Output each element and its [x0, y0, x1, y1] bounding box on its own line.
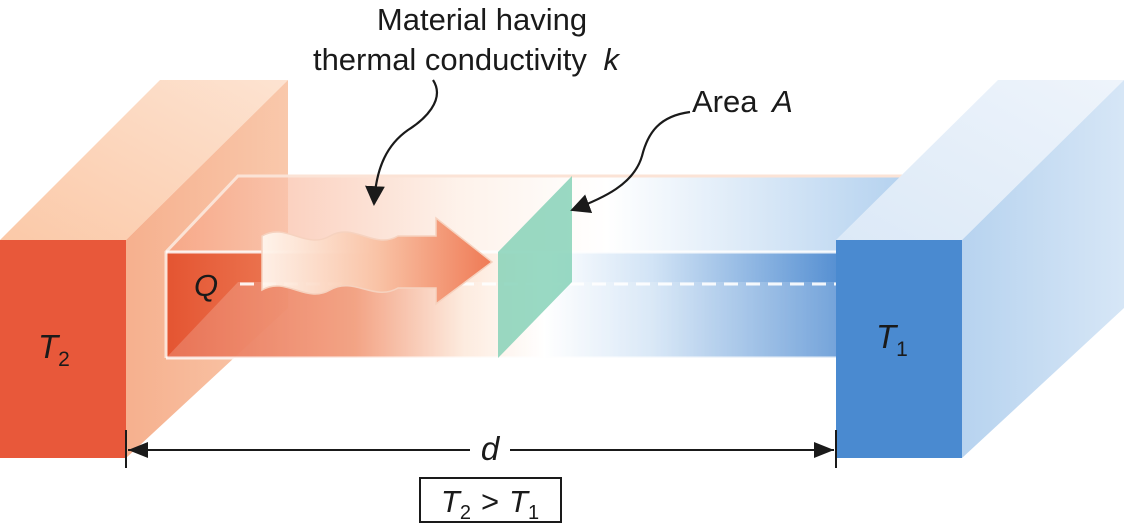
- cold-block-side-face: [962, 80, 1124, 458]
- cold-temperature-label: T1: [876, 318, 908, 361]
- cold-temperature-main: T: [876, 318, 899, 355]
- relation-operator: >: [481, 484, 499, 519]
- distance-symbol: d: [481, 430, 501, 467]
- material-label-line2: thermal conductivity k: [313, 42, 621, 77]
- conductivity-symbol: k: [604, 42, 621, 77]
- temperature-relation-box: T2 > T1: [419, 477, 562, 523]
- relation-text: T2 > T1: [441, 484, 539, 523]
- relation-box-border: [419, 477, 562, 523]
- material-pointer-curve: [365, 79, 439, 206]
- cold-reservoir-block: [836, 80, 1124, 458]
- area-label: Area A: [692, 84, 793, 119]
- heat-symbol: Q: [194, 268, 218, 303]
- relation-right-subscript: 1: [528, 502, 539, 523]
- heat-flow-arrow: [261, 216, 494, 306]
- area-pointer-curve: [570, 110, 691, 214]
- hot-block-front-face: [0, 240, 126, 458]
- cold-block-front-face: [836, 240, 962, 458]
- distance-dimension: d: [125, 430, 837, 468]
- cold-temperature-subscript: 1: [896, 338, 908, 361]
- area-cross-section-plane: [498, 176, 572, 358]
- hot-temperature-label: T2: [38, 328, 70, 371]
- cold-block-top-face: [836, 80, 1124, 240]
- bar-outline: [164, 174, 902, 358]
- relation-left-main: T: [441, 484, 462, 519]
- hot-temperature-main: T: [38, 328, 61, 365]
- material-label-text: thermal conductivity: [313, 42, 587, 77]
- hot-temperature-subscript: 2: [58, 348, 70, 371]
- area-label-word: Area: [692, 84, 758, 119]
- material-label-line1: Material having: [377, 2, 587, 37]
- hot-block-top-face: [0, 80, 288, 240]
- relation-left-subscript: 2: [460, 502, 471, 523]
- area-symbol: A: [770, 84, 793, 119]
- relation-right-main: T: [509, 484, 530, 519]
